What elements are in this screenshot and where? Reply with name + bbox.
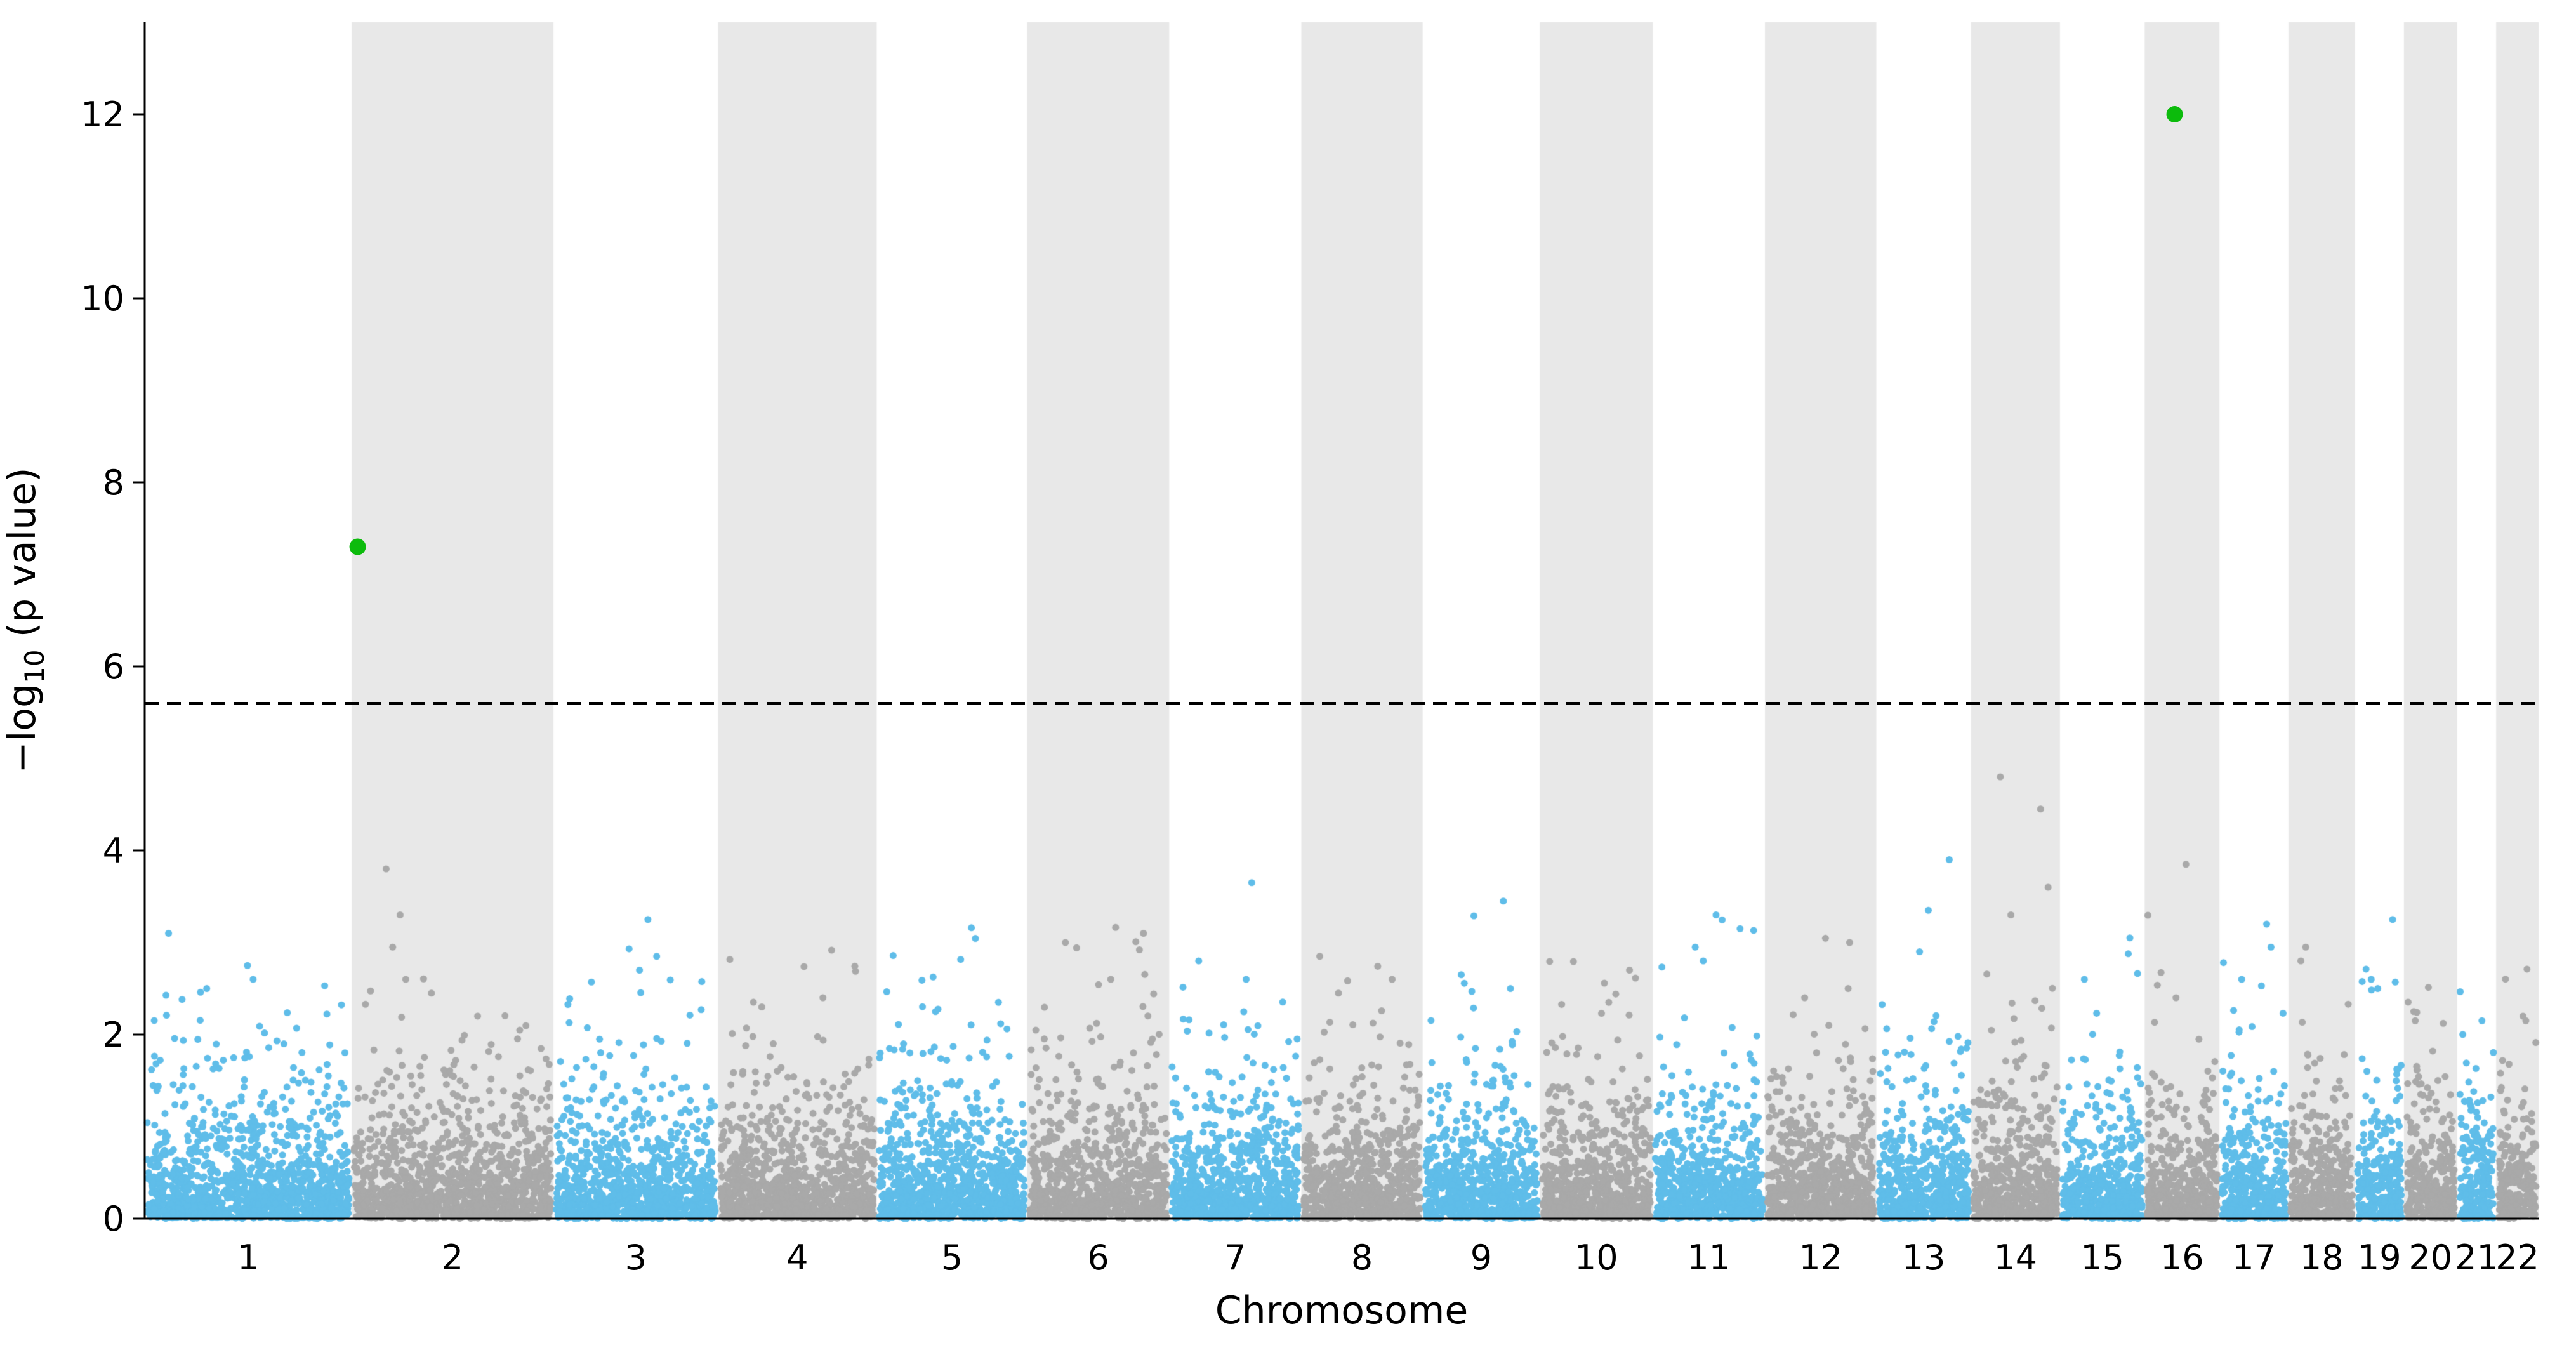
x-tick-label-chr21: 21 <box>2455 1238 2499 1278</box>
x-tick-label-chr10: 10 <box>1575 1238 1618 1278</box>
x-tick-label-chr9: 9 <box>1470 1238 1492 1278</box>
x-tick-label-chr5: 5 <box>941 1238 963 1278</box>
x-tick-label-chr1: 1 <box>237 1238 259 1278</box>
x-tick-label-chr12: 12 <box>1799 1238 1842 1278</box>
x-tick-label-chr14: 14 <box>1993 1238 2037 1278</box>
x-tick-label-chr18: 18 <box>2300 1238 2344 1278</box>
y-tick-label: 10 <box>81 279 124 319</box>
x-tick-label-chr19: 19 <box>2358 1238 2401 1278</box>
x-tick-label-chr3: 3 <box>625 1238 647 1278</box>
y-tick-label: 6 <box>103 647 124 687</box>
x-tick-label-chr16: 16 <box>2160 1238 2204 1278</box>
x-tick-label-chr6: 6 <box>1087 1238 1109 1278</box>
x-tick-label-chr13: 13 <box>1902 1238 1946 1278</box>
y-tick-label: 4 <box>103 831 124 871</box>
significant-point-chr2 <box>349 538 366 555</box>
x-tick-label-chr4: 4 <box>786 1238 808 1278</box>
significant-point-chr16 <box>2166 106 2183 122</box>
y-tick-label: 0 <box>103 1199 124 1239</box>
x-tick-label-chr2: 2 <box>442 1238 463 1278</box>
y-tick-label: 2 <box>103 1015 124 1055</box>
x-tick-label-chr22: 22 <box>2495 1238 2539 1278</box>
x-tick-label-chr17: 17 <box>2232 1238 2276 1278</box>
y-tick-label: 8 <box>103 463 124 503</box>
x-tick-label-chr20: 20 <box>2408 1238 2452 1278</box>
x-tick-label-chr8: 8 <box>1351 1238 1373 1278</box>
y-tick-label: 12 <box>81 95 124 135</box>
x-tick-label-chr15: 15 <box>2080 1238 2124 1278</box>
x-tick-label-chr7: 7 <box>1224 1238 1246 1278</box>
y-axis-label: −log10 (p value) <box>0 467 50 773</box>
x-tick-label-chr11: 11 <box>1687 1238 1731 1278</box>
x-axis-label: Chromosome <box>1215 1288 1468 1333</box>
